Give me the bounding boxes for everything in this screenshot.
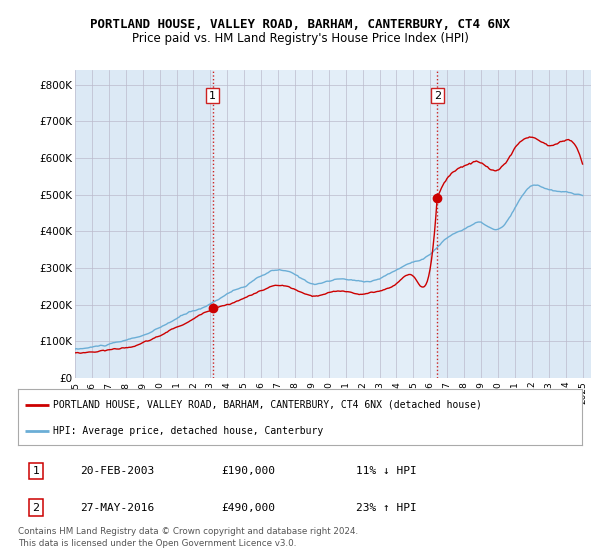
Text: 23% ↑ HPI: 23% ↑ HPI (356, 502, 417, 512)
Text: PORTLAND HOUSE, VALLEY ROAD, BARHAM, CANTERBURY, CT4 6NX (detached house): PORTLAND HOUSE, VALLEY ROAD, BARHAM, CAN… (53, 400, 482, 410)
Text: 11% ↓ HPI: 11% ↓ HPI (356, 466, 417, 476)
Text: 2: 2 (434, 91, 441, 101)
Text: Price paid vs. HM Land Registry's House Price Index (HPI): Price paid vs. HM Land Registry's House … (131, 31, 469, 45)
Text: PORTLAND HOUSE, VALLEY ROAD, BARHAM, CANTERBURY, CT4 6NX: PORTLAND HOUSE, VALLEY ROAD, BARHAM, CAN… (90, 17, 510, 31)
Text: £490,000: £490,000 (221, 502, 275, 512)
Text: 2: 2 (32, 502, 40, 512)
Text: 27-MAY-2016: 27-MAY-2016 (80, 502, 154, 512)
Text: 1: 1 (32, 466, 40, 476)
Text: HPI: Average price, detached house, Canterbury: HPI: Average price, detached house, Cant… (53, 426, 323, 436)
Text: £190,000: £190,000 (221, 466, 275, 476)
Bar (212, 70, 437, 378)
Text: 1: 1 (209, 91, 216, 101)
Text: 20-FEB-2003: 20-FEB-2003 (80, 466, 154, 476)
Text: Contains HM Land Registry data © Crown copyright and database right 2024.
This d: Contains HM Land Registry data © Crown c… (18, 527, 358, 548)
